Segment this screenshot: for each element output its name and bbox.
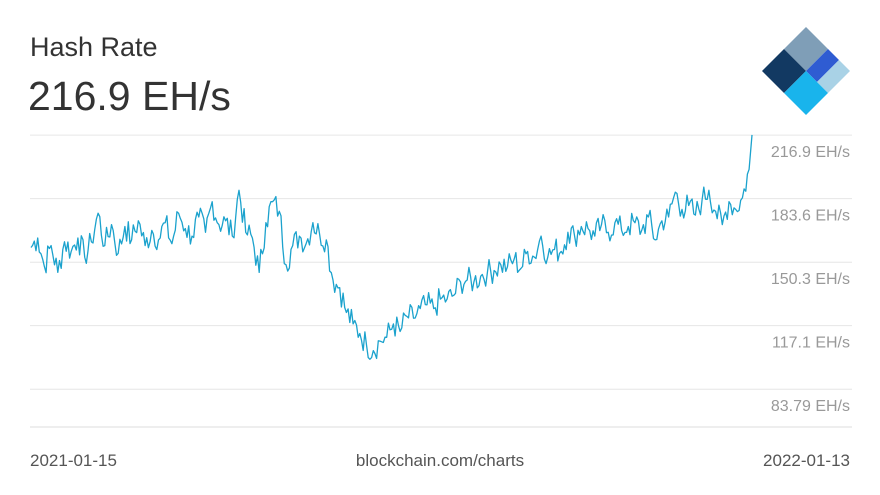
y-tick-label: 183.6 EH/s [771,208,850,225]
logo-segment-right [806,49,839,82]
y-tick-label: 150.3 EH/s [771,271,850,288]
logo-segment-bottom [784,71,828,115]
y-tick-label: 117.1 EH/s [772,335,850,352]
current-value: 216.9 EH/s [28,73,231,119]
x-axis-start-label: 2021-01-15 [30,451,117,470]
source-link[interactable]: blockchain.com/charts [355,451,525,470]
chart-title: Hash Rate [30,32,158,62]
grid-lines [30,134,852,390]
x-axis-end-label: 2022-01-13 [763,451,850,470]
blockchain-logo-icon [762,27,850,115]
y-tick-label: 216.9 EH/s [771,144,850,161]
logo-segment-right-light [817,60,850,93]
series-line-hash-rate [30,134,753,360]
y-tick-labels: 216.9 EH/s 183.6 EH/s 150.3 EH/s 117.1 EH/s… [771,144,850,415]
y-tick-label: 83.79 EH/s [771,398,850,415]
